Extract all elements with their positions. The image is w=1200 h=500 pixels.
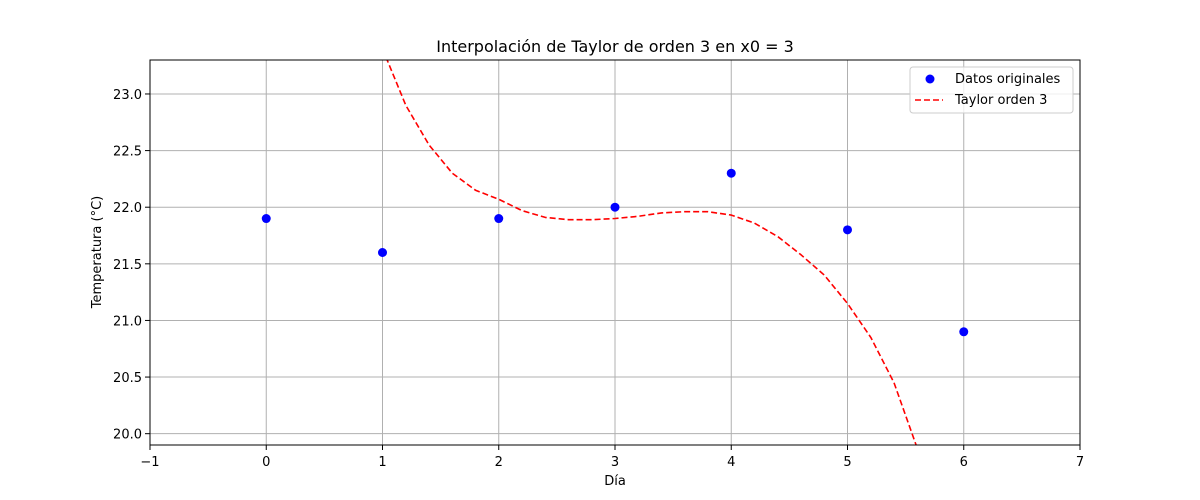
y-tick-label: 23.0 xyxy=(113,88,142,103)
x-axis-label: Día xyxy=(604,474,626,489)
data-point xyxy=(261,214,271,224)
x-tick-label: 7 xyxy=(1076,455,1084,470)
y-tick-label: 21.0 xyxy=(113,314,142,329)
y-tick-label: 22.0 xyxy=(113,201,142,216)
y-tick-label: 22.5 xyxy=(113,145,142,160)
data-point xyxy=(610,202,620,212)
y-tick-label: 20.5 xyxy=(113,371,142,386)
data-point xyxy=(843,225,852,235)
x-tick-label: 3 xyxy=(611,455,619,470)
x-tick-label: 5 xyxy=(843,455,851,470)
x-tick-label: 1 xyxy=(378,455,386,470)
data-point xyxy=(494,214,504,224)
y-axis-label: Temperatura (°C) xyxy=(90,196,105,309)
x-axis-ticks: −1 0 1 2 3 4 5 6 7 xyxy=(140,445,1084,470)
taylor-line xyxy=(386,60,917,445)
x-tick-label: 0 xyxy=(262,455,270,470)
taylor-line-series xyxy=(386,60,917,445)
x-tick-label: 2 xyxy=(495,455,503,470)
y-axis-ticks: 20.0 20.5 21.0 21.5 22.0 22.5 23.0 xyxy=(113,88,150,443)
x-tick-label: 4 xyxy=(727,455,735,470)
legend-label-datos: Datos originales xyxy=(955,72,1061,87)
data-points-series xyxy=(261,168,969,337)
legend-marker-datos xyxy=(925,74,935,84)
data-point xyxy=(378,248,387,257)
legend: Datos originales Taylor orden 3 xyxy=(909,66,1074,114)
data-point xyxy=(726,168,736,178)
legend-box xyxy=(909,66,1074,114)
plot-content xyxy=(261,60,969,445)
y-tick-label: 21.5 xyxy=(113,258,142,273)
data-point xyxy=(959,327,969,337)
chart-title: Interpolación de Taylor de orden 3 en x0… xyxy=(436,37,794,56)
x-tick-label: 6 xyxy=(960,455,968,470)
legend-label-taylor: Taylor orden 3 xyxy=(954,93,1047,108)
x-tick-label: −1 xyxy=(140,455,159,470)
y-tick-label: 20.0 xyxy=(113,428,142,443)
